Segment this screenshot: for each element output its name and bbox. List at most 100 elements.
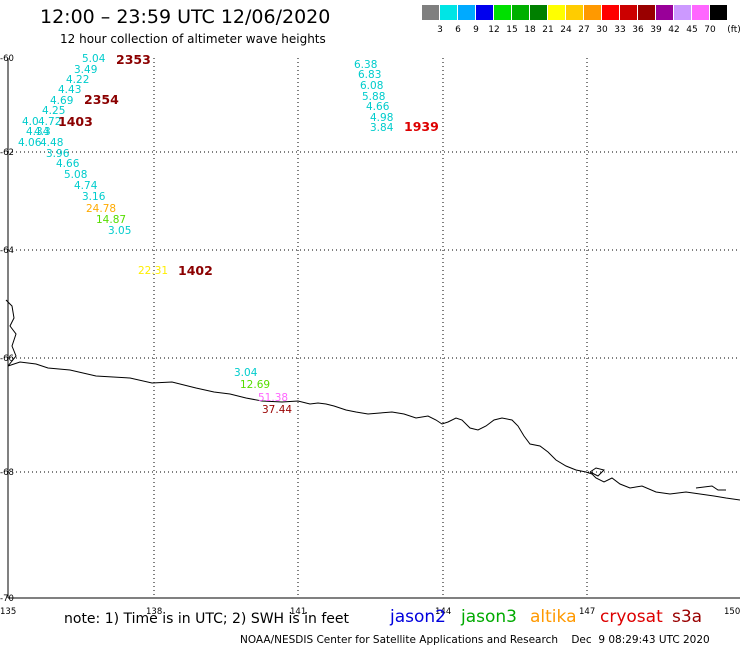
map-title: 12:00 – 23:59 UTC 12/06/2020: [40, 6, 331, 28]
scale-label: 45: [686, 25, 698, 35]
wave-height-label: 37.44: [262, 404, 292, 416]
wave-height-label: 51.38: [258, 392, 288, 404]
scale-swatch: [584, 5, 601, 20]
scale-label: 39: [650, 25, 662, 35]
scale-label: 15: [506, 25, 518, 35]
scale-swatch: [440, 5, 457, 20]
scale-label: 9: [473, 25, 479, 35]
scale-swatch: [548, 5, 565, 20]
scale-swatch: [692, 5, 709, 20]
wave-height-label: 5.04: [82, 53, 106, 65]
longitude-tick-label: 138: [146, 607, 162, 617]
scale-swatch: [566, 5, 583, 20]
wave-height-label: 4.66: [366, 101, 390, 113]
scale-label: 33: [614, 25, 626, 35]
wave-height-label: 3.49: [74, 64, 97, 76]
scale-label: 24: [560, 25, 572, 35]
wave-height-label: 4.48: [40, 137, 63, 149]
latitude-tick-label: -62: [0, 148, 14, 158]
satellite-name: jason3: [461, 607, 517, 627]
wave-height-label: 24.78: [86, 203, 116, 215]
longitude-tick-label: 150: [724, 607, 740, 617]
scale-swatch: [638, 5, 655, 20]
coastline-inlet: [589, 467, 605, 477]
longitude-tick-label: 147: [579, 607, 595, 617]
map-grid: [8, 58, 740, 598]
satellite-name: jason2: [390, 607, 446, 627]
wave-height-label: 14.87: [96, 214, 126, 226]
wave-height-label: 4.34: [26, 126, 50, 138]
scale-label: 3: [437, 25, 443, 35]
longitude-tick-label: 141: [290, 607, 306, 617]
coastline-west-edge: [5, 299, 17, 367]
latitude-tick-label: -64: [0, 246, 14, 256]
latitude-tick-label: -60: [0, 54, 14, 64]
pass-time-label: 1939: [404, 119, 439, 134]
scale-swatch: [422, 5, 439, 20]
wave-height-label: 4.22: [66, 74, 89, 86]
coastline-east-step: [695, 485, 726, 491]
scale-label: 42: [668, 25, 680, 35]
wave-height-label: 3.16: [82, 191, 106, 203]
wave-height-label: 4.69: [50, 95, 73, 107]
longitude-tick-label: 144: [435, 607, 451, 617]
pass-time-label: 1403: [58, 114, 93, 129]
scale-swatch: [530, 5, 547, 20]
wave-height-label: 4.3: [34, 126, 51, 138]
wave-height-label: 3.84: [370, 122, 394, 134]
scale-label: 27: [578, 25, 590, 35]
scale-swatch: [710, 5, 727, 20]
scale-swatch: [458, 5, 475, 20]
latitude-tick-label: -68: [0, 468, 14, 478]
scale-swatch: [620, 5, 637, 20]
satellite-name: cryosat: [600, 607, 663, 627]
pass-time-label: 1402: [178, 263, 213, 278]
wave-height-label: 4.98: [370, 112, 393, 124]
map-subtitle: 12 hour collection of altimeter wave hei…: [60, 32, 326, 46]
satellite-name: s3a: [672, 607, 703, 627]
wave-height-label: 5.08: [64, 169, 87, 181]
wave-height-label: 4.06: [18, 137, 42, 149]
antarctic-coastline: [7, 361, 740, 501]
wave-height-label: 5.88: [362, 91, 385, 103]
wave-height-label: 4.74: [74, 180, 98, 192]
scale-swatch: [602, 5, 619, 20]
satellite-name: altika: [530, 607, 577, 627]
scale-swatch: [512, 5, 529, 20]
pass-time-label: 2354: [84, 92, 119, 107]
wave-height-label: 3.96: [46, 148, 70, 160]
wave-height-label: 4.72: [38, 116, 61, 128]
scale-label: 36: [632, 25, 644, 35]
wave-height-label: 6.38: [354, 59, 377, 71]
wave-height-label: 12.69: [240, 379, 270, 391]
wave-height-label: 3.04: [234, 367, 258, 379]
wave-height-label: 6.08: [360, 80, 383, 92]
map-axes: 135 138 141 144 147 150 -60 -62 -64 -66 -68 -70: [0, 54, 740, 617]
latitude-tick-label: -70: [0, 594, 14, 604]
wave-height-label: 3.05: [108, 225, 131, 237]
scale-swatch: [674, 5, 691, 20]
scale-unit-label: (ft): [727, 25, 740, 35]
scale-label: 12: [488, 25, 500, 35]
scale-label: 21: [542, 25, 554, 35]
scale-label: 6: [455, 25, 461, 35]
wave-height-label: 6.83: [358, 69, 381, 81]
scale-label: 18: [524, 25, 536, 35]
wave-height-label: 4.66: [56, 158, 80, 170]
latitude-tick-label: -66: [0, 354, 14, 364]
credit-line: NOAA/NESDIS Center for Satellite Applica…: [240, 634, 710, 646]
scale-label: 70: [704, 25, 716, 35]
longitude-tick-label: 135: [0, 607, 16, 617]
wave-height-label: 4.25: [42, 105, 65, 117]
scale-swatch: [476, 5, 493, 20]
observation-labels: 5.043.494.224.434.694.254.0 4.724.344.34.…: [18, 53, 394, 416]
wave-height-label: 22.31: [138, 265, 168, 277]
wave-height-label: 4.0: [22, 116, 39, 128]
scale-swatch: [494, 5, 511, 20]
scale-label: 30: [596, 25, 608, 35]
time-labels: 2353 2354 1403 1402 1939: [58, 52, 439, 278]
pass-time-label: 2353: [116, 52, 151, 67]
wave-height-label: 4.43: [58, 84, 81, 96]
